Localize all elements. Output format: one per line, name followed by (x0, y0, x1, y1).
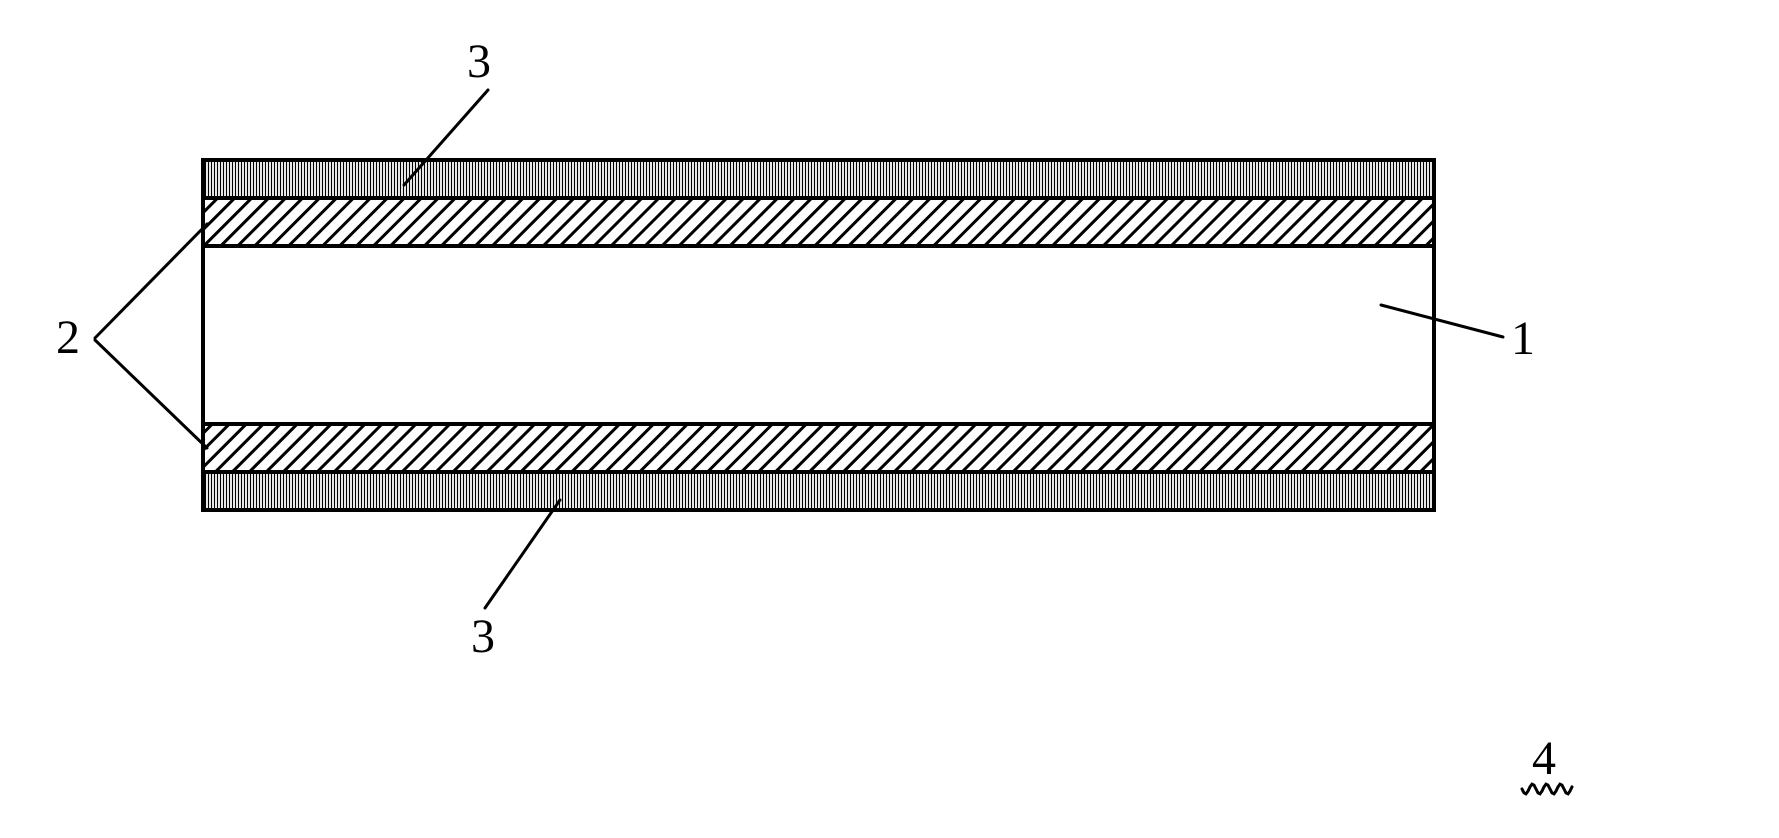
diagram-svg (0, 0, 1779, 838)
diagram-stage: 3 2 1 3 4 (0, 0, 1779, 838)
figure-number: 4 (1532, 735, 1556, 783)
callout-label-2: 2 (56, 314, 80, 362)
callout-label-3-bottom: 3 (471, 613, 495, 661)
figure-underline-path (1522, 784, 1572, 794)
callout-label-3-top: 3 (467, 38, 491, 86)
layer-core (203, 246, 1434, 424)
layer-top-dense (203, 160, 1434, 198)
leader-callout-2 (95, 340, 207, 448)
layer-bottom-hatch (203, 424, 1434, 472)
layers-group (203, 160, 1434, 510)
layer-bottom-dense (203, 472, 1434, 510)
leader-callout-2 (95, 224, 207, 338)
callout-label-1: 1 (1511, 315, 1535, 363)
figure-number-underline (1522, 784, 1572, 794)
layer-top-hatch (203, 198, 1434, 246)
leader-callout-3-bottom (485, 500, 560, 608)
